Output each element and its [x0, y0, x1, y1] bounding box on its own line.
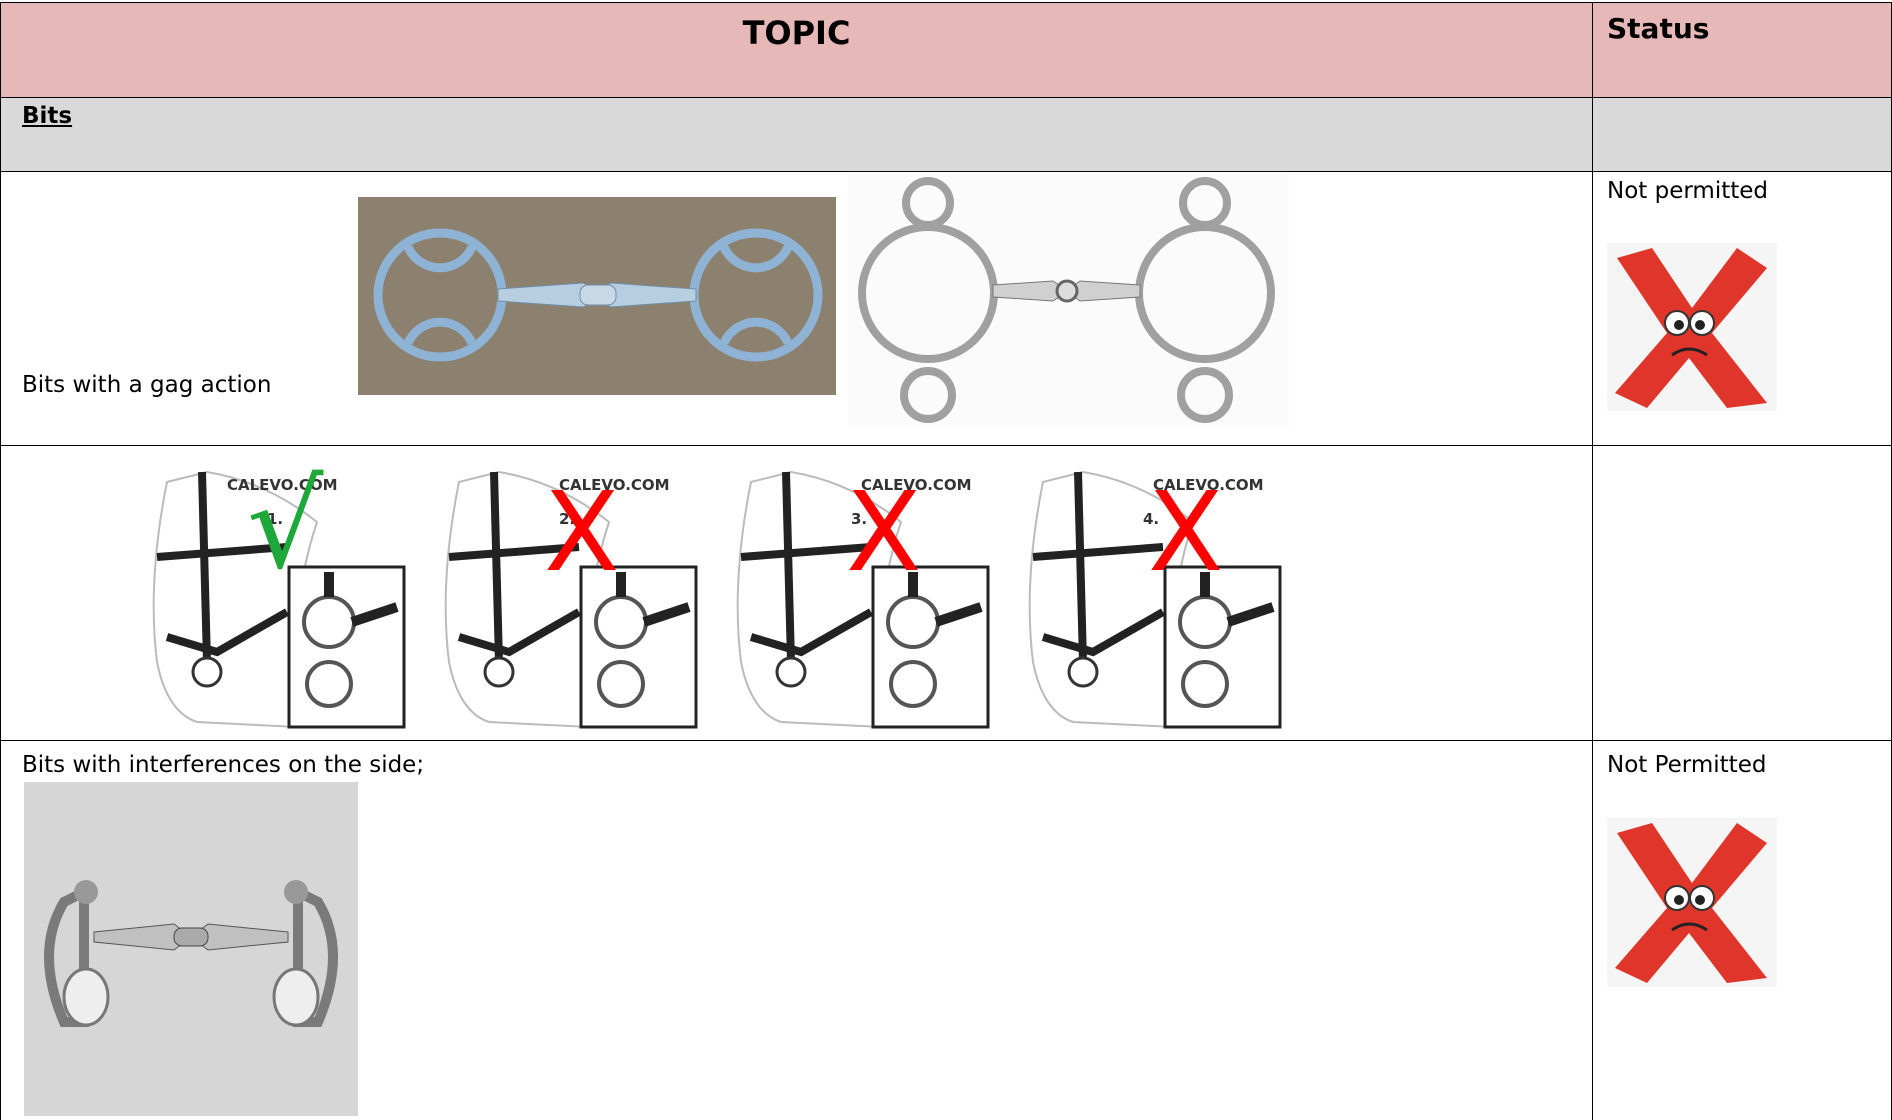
- section-cell: [0, 97, 1593, 172]
- panel-number: 2.: [559, 510, 575, 528]
- header-topic-cell: [0, 2, 1593, 98]
- bridle: [740, 471, 873, 663]
- inset-ring: [305, 660, 353, 708]
- inset-strap: [324, 572, 399, 627]
- header-topic: TOPIC: [742, 14, 851, 52]
- verdict-mark: X: [1148, 468, 1223, 596]
- site-label: CALEVO.COM: [559, 476, 670, 494]
- row-topic: Bits with interferences on the side;: [22, 752, 425, 778]
- row-status: Not Permitted: [1607, 752, 1767, 778]
- inset-strap: [616, 572, 691, 627]
- bit-photo: [358, 197, 836, 395]
- verdict-mark: X: [544, 468, 619, 596]
- verdict-mark: X: [846, 468, 921, 596]
- panel: CALEVO.COM 4.X: [1028, 468, 1282, 729]
- not-permitted-icon: [1607, 818, 1777, 987]
- row-topic: Bits with a gag action: [22, 372, 272, 398]
- panel-number: 3.: [851, 510, 867, 528]
- verdict-mark: √: [247, 462, 324, 596]
- bridle: [156, 471, 289, 663]
- bridle: [448, 471, 581, 663]
- bit-photo: [848, 173, 1289, 428]
- not-permitted-icon: [1607, 243, 1777, 411]
- inset-strap: [1200, 572, 1275, 627]
- bit-photo: [24, 782, 358, 1116]
- site-label: CALEVO.COM: [861, 476, 972, 494]
- bit-ring: [191, 656, 223, 688]
- panel: CALEVO.COM 3.X: [736, 468, 990, 729]
- bit-ring: [775, 656, 807, 688]
- inset-ring: [597, 660, 645, 708]
- inset-ring: [1181, 660, 1229, 708]
- section-title: Bits: [22, 103, 73, 129]
- panel-number: 4.: [1143, 510, 1159, 528]
- header-status-cell: [1592, 2, 1892, 98]
- panel: CALEVO.COM 1.√: [152, 462, 406, 729]
- bridle: [1032, 471, 1165, 663]
- panel-number: 1.: [267, 510, 283, 528]
- inset-strap: [908, 572, 983, 627]
- bit-ring: [483, 656, 515, 688]
- site-label: CALEVO.COM: [227, 476, 338, 494]
- header-status: Status: [1607, 12, 1710, 45]
- panel: CALEVO.COM 2.X: [444, 468, 698, 729]
- row-cell: [1592, 445, 1892, 741]
- bit-ring: [1067, 656, 1099, 688]
- section-status-cell: [1592, 97, 1892, 172]
- site-label: CALEVO.COM: [1153, 476, 1264, 494]
- row-status: Not permitted: [1607, 178, 1768, 204]
- inset-ring: [889, 660, 937, 708]
